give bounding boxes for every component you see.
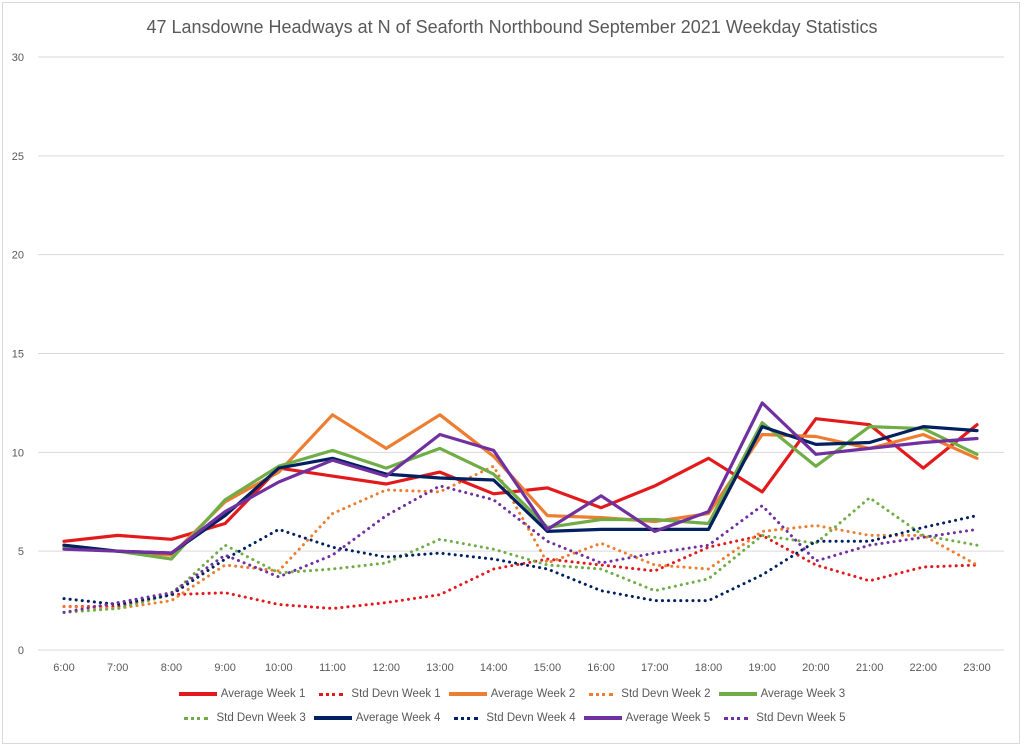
- x-tick-label: 16:00: [587, 662, 615, 674]
- x-tick-label: 6:00: [53, 662, 74, 674]
- series-line-std-devn-week-1: [62, 533, 979, 610]
- x-tick-label: 18:00: [695, 662, 723, 674]
- legend-item: Std Devn Week 5: [718, 712, 846, 724]
- legend-label: Std Devn Week 2: [621, 688, 711, 700]
- x-tick-label: 23:00: [963, 662, 991, 674]
- x-tick-label: 7:00: [107, 662, 128, 674]
- y-tick-label: 30: [12, 52, 24, 64]
- legend-label: Std Devn Week 5: [756, 712, 846, 724]
- legend-row-1: Average Week 1 Std Devn Week 1 Average Wee…: [0, 688, 1024, 700]
- series-line-std-devn-week-4: [62, 514, 979, 606]
- y-tick-label: 0: [18, 645, 24, 657]
- legend-item: Std Devn Week 2: [583, 688, 711, 700]
- series-lines: [62, 401, 979, 614]
- legend-swatch: [178, 692, 217, 696]
- y-tick-label: 15: [12, 349, 24, 361]
- y-tick-label: 20: [12, 250, 24, 262]
- y-tick-label: 5: [18, 546, 24, 558]
- legend-swatch: [718, 692, 757, 696]
- legend-swatch: [319, 692, 344, 696]
- y-tick-label: 10: [12, 447, 24, 459]
- legend-label: Average Week 5: [625, 712, 711, 724]
- legend-swatch: [589, 692, 614, 696]
- legend-item: Std Devn Week 1: [313, 688, 441, 700]
- series-line-std-devn-week-3: [62, 496, 979, 614]
- y-axis-ticks: 0 5 10 15 20 25 30: [12, 52, 24, 657]
- legend-label: Average Week 3: [760, 688, 846, 700]
- legend-item: Average Week 4: [313, 712, 441, 724]
- legend-label: Average Week 1: [220, 688, 306, 700]
- legend-label: Std Devn Week 1: [351, 688, 441, 700]
- x-tick-label: 9:00: [214, 662, 235, 674]
- x-tick-label: 13:00: [426, 662, 454, 674]
- legend-swatch: [448, 692, 487, 696]
- series-line-std-devn-week-2: [62, 464, 979, 610]
- series-line-average-week-4: [62, 425, 979, 555]
- x-tick-label: 22:00: [910, 662, 938, 674]
- x-tick-label: 11:00: [319, 662, 346, 674]
- legend-label: Average Week 4: [355, 712, 441, 724]
- x-tick-label: 8:00: [161, 662, 182, 674]
- legend-label: Std Devn Week 3: [216, 712, 306, 724]
- x-tick-label: 19:00: [748, 662, 776, 674]
- series-line-average-week-3: [62, 421, 979, 561]
- legend-item: Average Week 1: [178, 688, 306, 700]
- legend-item: Average Week 5: [583, 712, 711, 724]
- y-tick-label: 25: [12, 151, 24, 163]
- chart-title: 47 Lansdowne Headways at N of Seaforth N…: [146, 17, 878, 37]
- x-tick-label: 20:00: [802, 662, 830, 674]
- series-line-std-devn-week-5: [62, 484, 979, 614]
- legend-swatch: [583, 716, 622, 720]
- legend-item: Average Week 3: [718, 688, 846, 700]
- legend-swatch: [724, 716, 749, 720]
- x-tick-label: 14:00: [480, 662, 508, 674]
- x-tick-label: 10:00: [265, 662, 293, 674]
- legend-swatch: [313, 716, 352, 720]
- legend-swatch: [454, 716, 479, 720]
- gridlines: [38, 56, 1004, 651]
- legend-item: Std Devn Week 4: [448, 712, 576, 724]
- x-axis-ticks: 6:00 7:00 8:00 9:00 10:00 11:00 12:00 13:00 14:0…: [53, 662, 990, 674]
- x-tick-label: 21:00: [856, 662, 884, 674]
- legend-item: Average Week 2: [448, 688, 576, 700]
- series-line-average-week-5: [62, 401, 979, 555]
- legend-swatch: [184, 716, 209, 720]
- x-tick-label: 17:00: [641, 662, 669, 674]
- x-tick-label: 12:00: [372, 662, 400, 674]
- legend-row-2: Std Devn Week 3 Average Week 4 Std Devn We…: [0, 712, 1024, 724]
- x-tick-label: 15:00: [534, 662, 562, 674]
- legend-label: Average Week 2: [490, 688, 576, 700]
- legend-item: Std Devn Week 3: [178, 712, 306, 724]
- legend-label: Std Devn Week 4: [486, 712, 576, 724]
